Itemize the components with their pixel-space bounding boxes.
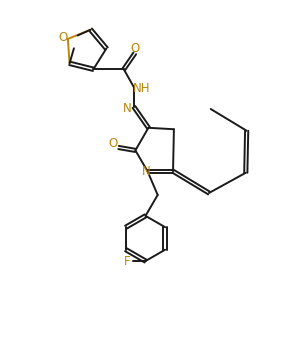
Text: O: O bbox=[130, 42, 139, 55]
Text: N: N bbox=[123, 102, 132, 115]
Text: O: O bbox=[109, 137, 118, 150]
Text: N: N bbox=[142, 165, 150, 178]
Text: NH: NH bbox=[133, 82, 151, 95]
Text: O: O bbox=[58, 31, 67, 44]
Text: F: F bbox=[123, 254, 130, 268]
